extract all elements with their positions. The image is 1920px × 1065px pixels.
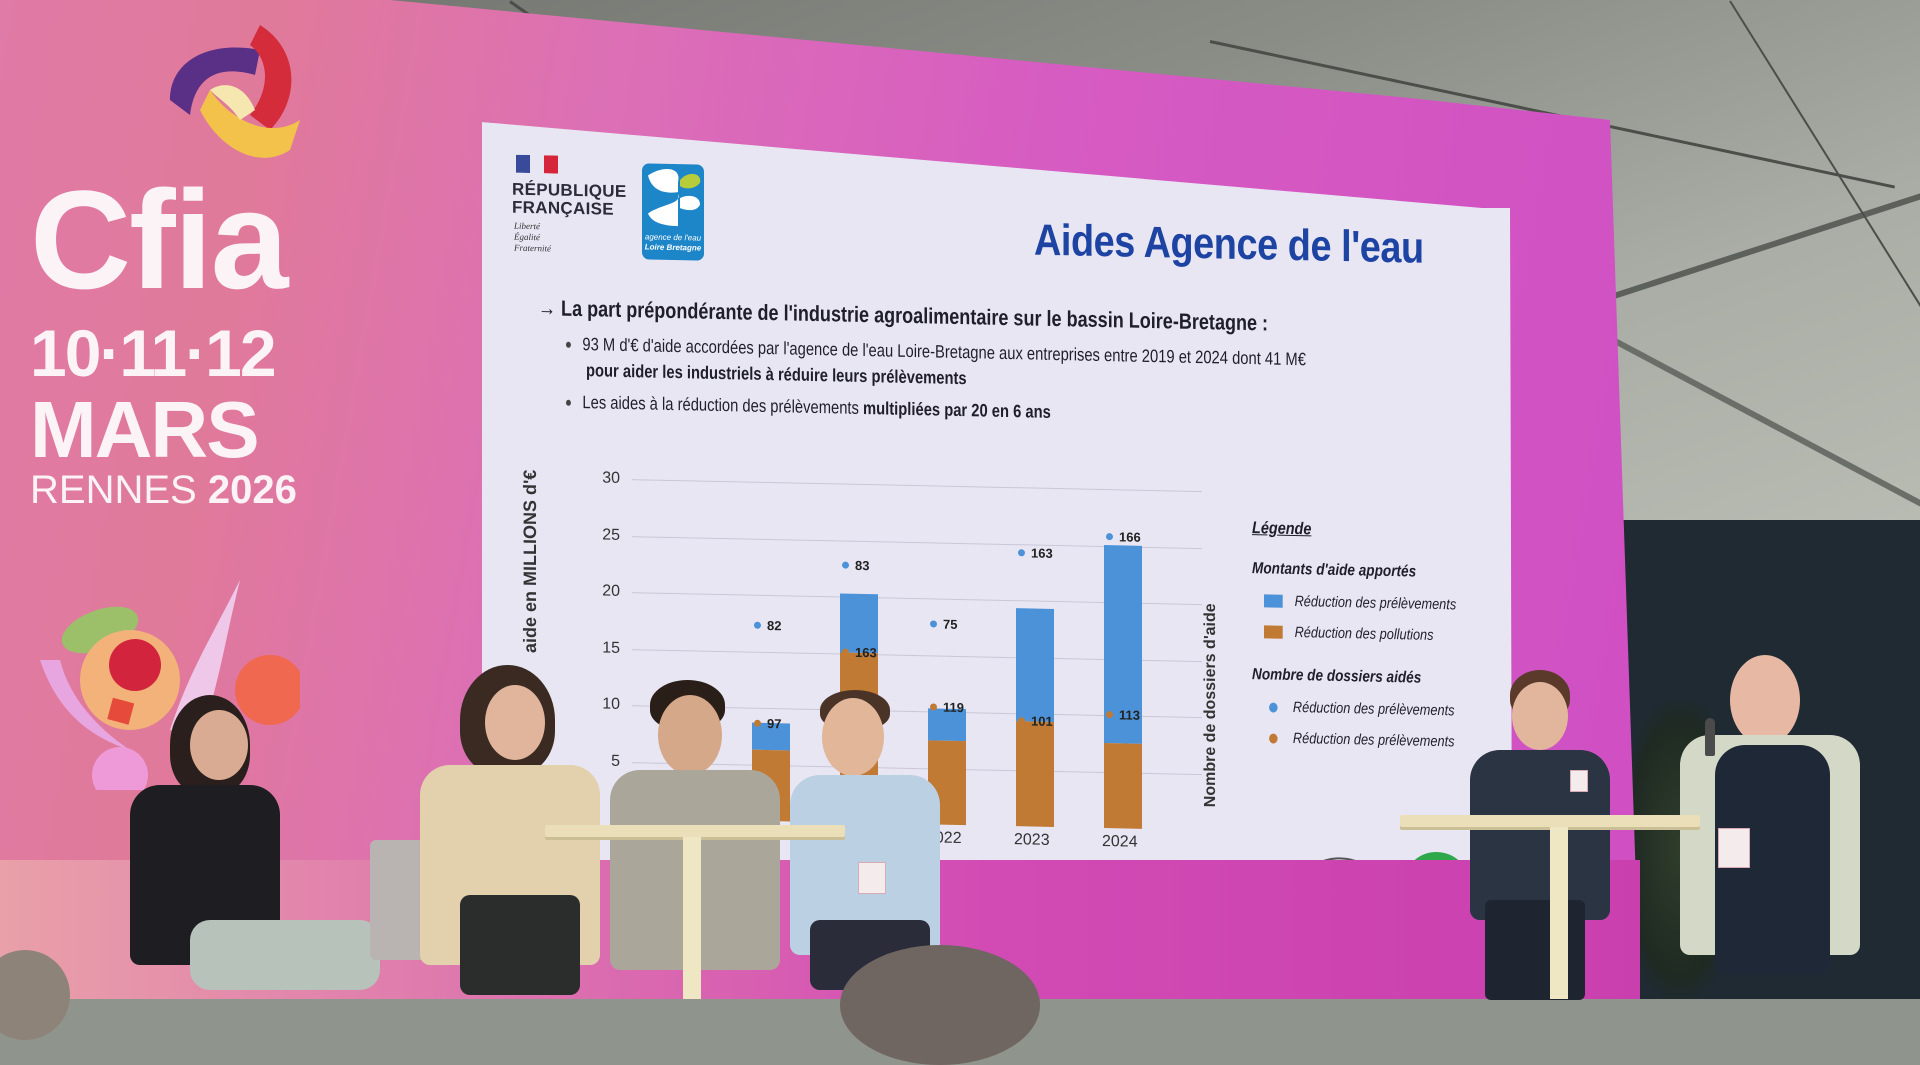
point-label: 83 bbox=[842, 558, 869, 573]
secondary-y-axis-label: Nombre de dossiers d'aide bbox=[1202, 603, 1219, 808]
bullet-1-continuation: pour aider les industriels à réduire leu… bbox=[586, 360, 967, 389]
x-tick: 2024 bbox=[1102, 832, 1138, 851]
table-leg bbox=[1550, 827, 1568, 999]
ceiling-beam bbox=[1598, 330, 1920, 515]
y-tick: 20 bbox=[602, 582, 620, 600]
ceiling-beam bbox=[1729, 0, 1920, 358]
orange-dot-icon bbox=[1269, 732, 1278, 744]
motto-fraternite: Fraternité bbox=[514, 242, 551, 254]
speaker-man bbox=[1680, 650, 1860, 999]
blue-dot-icon bbox=[930, 620, 937, 628]
point-label: 163 bbox=[842, 645, 877, 660]
legend-item: Réduction des prélèvements bbox=[1264, 698, 1458, 719]
republique-francaise-logo: RÉPUBLIQUE FRANÇAISE bbox=[512, 180, 626, 219]
event-name: Cfia bbox=[30, 161, 288, 318]
point-label: 113 bbox=[1106, 707, 1140, 723]
event-logo: Cfia 10·11·12 MARS RENNES 2026 bbox=[30, 20, 330, 520]
blue-dot-icon bbox=[1018, 549, 1025, 557]
panelist-1 bbox=[130, 690, 380, 999]
bullet-dot-icon bbox=[566, 400, 571, 407]
orange-swatch-icon bbox=[1264, 625, 1283, 639]
slide-title: Aides Agence de l'eau bbox=[1034, 215, 1424, 273]
rf-motto: Liberté Égalité Fraternité bbox=[514, 221, 551, 255]
bullet-2-bold: multipliées par 20 en 6 ans bbox=[863, 397, 1051, 422]
y-tick: 25 bbox=[602, 526, 620, 544]
blue-swatch-icon bbox=[1264, 594, 1283, 608]
point-label: 101 bbox=[1018, 713, 1053, 729]
bullet-2-text: Les aides à la réduction des prélèvement… bbox=[582, 392, 864, 418]
fruit-splash-illustration bbox=[40, 580, 300, 790]
standing-table bbox=[1400, 815, 1700, 827]
point-label: 82 bbox=[754, 618, 781, 633]
y-tick: 15 bbox=[602, 639, 620, 657]
legend-item: Réduction des pollutions bbox=[1264, 623, 1458, 644]
point-label: 163 bbox=[1018, 545, 1053, 561]
bar-segment-pollutions bbox=[1016, 721, 1054, 827]
legend-item: Réduction des prélèvements bbox=[1264, 729, 1458, 750]
bullet-dot-icon bbox=[566, 342, 571, 349]
agency-line2: Loire Bretagne bbox=[644, 242, 702, 253]
event-year: 2026 bbox=[207, 468, 297, 512]
bar-segment-prelevements bbox=[1016, 608, 1054, 722]
slide-headline: → La part prépondérante de l'industrie a… bbox=[538, 295, 1269, 336]
point-label: 75 bbox=[930, 616, 957, 632]
name-badge bbox=[858, 862, 886, 894]
agence-ae-icon bbox=[648, 169, 701, 227]
rf-line2: FRANÇAISE bbox=[512, 197, 614, 219]
legend-title: Légende bbox=[1252, 518, 1312, 539]
chart-legend: Légende Montants d'aide apportés Réducti… bbox=[1252, 518, 1492, 751]
gridline bbox=[632, 479, 1202, 493]
audience-head bbox=[840, 945, 1040, 1065]
agence-de-leau-logo: agence de l'eau Loire Bretagne bbox=[642, 163, 704, 261]
event-dates: 10·11·12 bbox=[30, 316, 277, 390]
bar-segment-pollutions bbox=[1104, 743, 1142, 829]
orange-dot-icon bbox=[1018, 717, 1025, 725]
legend-item: Réduction des prélèvements bbox=[1264, 592, 1458, 613]
blue-dot-icon bbox=[1269, 701, 1278, 713]
bar-2024 bbox=[1104, 545, 1142, 829]
orange-dot-icon bbox=[842, 648, 849, 656]
y-axis-label: aide en MILLIONS d'€ bbox=[520, 469, 540, 654]
name-badge bbox=[1570, 770, 1588, 792]
x-tick: 2023 bbox=[1014, 831, 1050, 849]
event-city: RENNES bbox=[30, 468, 197, 512]
table-leg bbox=[683, 837, 701, 999]
orange-dot-icon bbox=[1106, 711, 1113, 719]
motto-liberte: Liberté bbox=[514, 220, 540, 232]
motto-egalite: Égalité bbox=[514, 231, 540, 243]
blue-dot-icon bbox=[842, 561, 849, 569]
french-flag-icon bbox=[516, 154, 558, 174]
name-badge bbox=[1718, 828, 1750, 868]
cfia-swirl-icon bbox=[170, 25, 300, 158]
speaker-woman bbox=[1460, 670, 1610, 1000]
point-label: 166 bbox=[1106, 529, 1141, 545]
legend-group-title: Montants d'aide apportés bbox=[1252, 560, 1417, 581]
legend-group-title: Nombre de dossiers aidés bbox=[1252, 666, 1422, 687]
y-tick: 30 bbox=[602, 469, 620, 487]
bullet-2: Les aides à la réduction des prélèvement… bbox=[566, 392, 1051, 423]
panelist-2 bbox=[420, 665, 620, 999]
event-month: MARS bbox=[30, 385, 260, 474]
microphone bbox=[1705, 718, 1715, 756]
panel-table bbox=[545, 825, 845, 837]
blue-dot-icon bbox=[754, 621, 761, 629]
blue-dot-icon bbox=[1106, 533, 1113, 541]
